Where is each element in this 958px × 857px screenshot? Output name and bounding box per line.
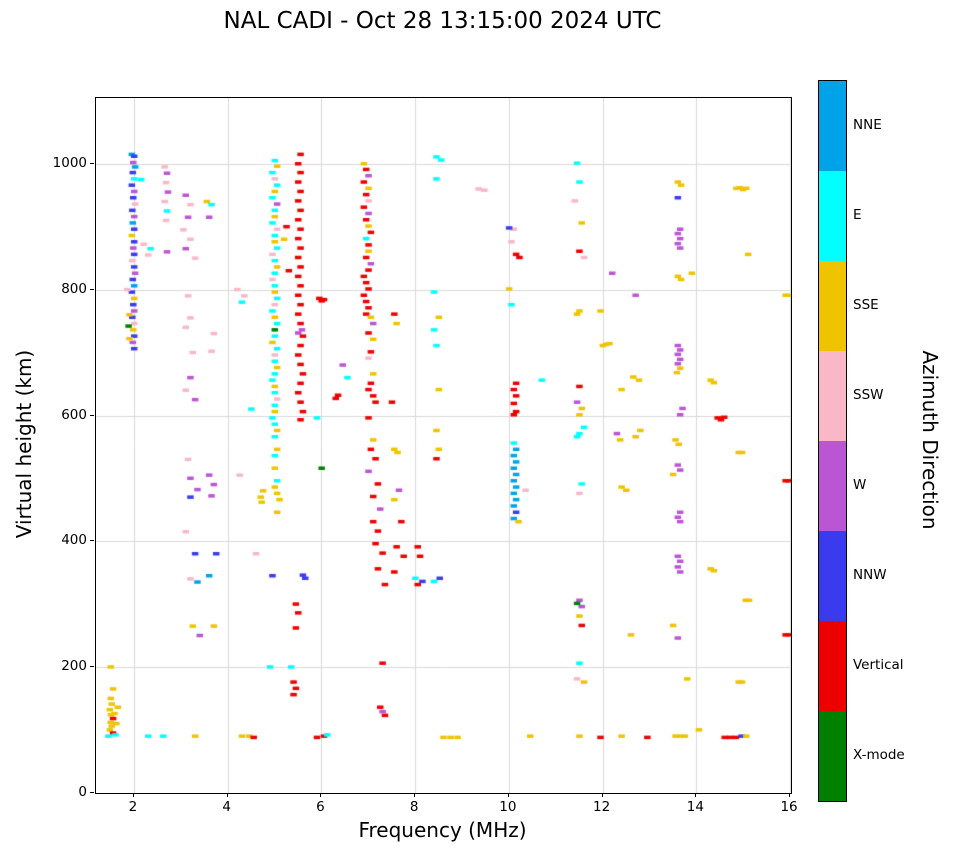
x-tick-label: 4 — [222, 799, 231, 815]
y-tick-label: 400 — [61, 532, 87, 549]
colorbar-label-w: W — [853, 477, 867, 493]
colorbar-segment-x-mode — [819, 711, 846, 801]
x-tick-label: 16 — [780, 799, 798, 815]
y-tick-label: 1000 — [52, 155, 87, 172]
x-tick-label: 10 — [499, 799, 517, 815]
y-axis-label: Virtual height (km) — [12, 349, 36, 539]
y-tick-label: 600 — [61, 406, 87, 423]
y-tick-mark — [90, 288, 94, 290]
x-tick-mark — [601, 793, 603, 797]
y-tick-label: 800 — [61, 280, 87, 297]
y-tick-mark — [90, 540, 94, 542]
x-tick-label: 14 — [686, 799, 704, 815]
x-tick-mark — [695, 793, 697, 797]
colorbar-label-nne: NNE — [853, 117, 882, 133]
colorbar-segment-e — [819, 171, 846, 261]
x-tick-mark — [132, 793, 134, 797]
x-axis-label: Frequency (MHz) — [358, 818, 527, 842]
colorbar-segment-w — [819, 441, 846, 531]
x-tick-mark — [507, 793, 509, 797]
x-tick-mark — [226, 793, 228, 797]
colorbar-label-ssw: SSW — [853, 387, 884, 403]
colorbar — [818, 80, 847, 802]
colorbar-label-e: E — [853, 207, 862, 223]
colorbar-segment-ssw — [819, 351, 846, 441]
colorbar-label-x-mode: X-mode — [853, 747, 905, 763]
x-tick-label: 2 — [128, 799, 138, 815]
y-tick-mark — [90, 414, 94, 416]
plot-canvas — [96, 98, 791, 793]
y-tick-label: 200 — [61, 658, 87, 675]
y-tick-mark — [90, 666, 94, 668]
colorbar-label-sse: SSE — [853, 297, 879, 313]
plot-area — [95, 97, 792, 794]
x-tick-label: 8 — [409, 799, 419, 815]
x-tick-mark — [320, 793, 322, 797]
x-tick-label: 6 — [316, 799, 325, 815]
x-tick-mark — [414, 793, 416, 797]
colorbar-label-nnw: NNW — [853, 567, 887, 583]
colorbar-segment-nne — [819, 81, 846, 171]
colorbar-segment-nnw — [819, 531, 846, 621]
x-tick-label: 12 — [593, 799, 611, 815]
y-tick-mark — [90, 792, 94, 793]
chart-title: NAL CADI - Oct 28 13:15:00 2024 UTC — [223, 8, 662, 34]
y-tick-mark — [90, 163, 94, 165]
colorbar-title: Azimuth Direction — [918, 350, 942, 530]
colorbar-segment-sse — [819, 261, 846, 351]
x-tick-mark — [789, 793, 791, 797]
y-tick-label: 0 — [78, 784, 87, 800]
colorbar-label-vertical: Vertical — [853, 657, 904, 673]
colorbar-segment-vertical — [819, 621, 846, 711]
